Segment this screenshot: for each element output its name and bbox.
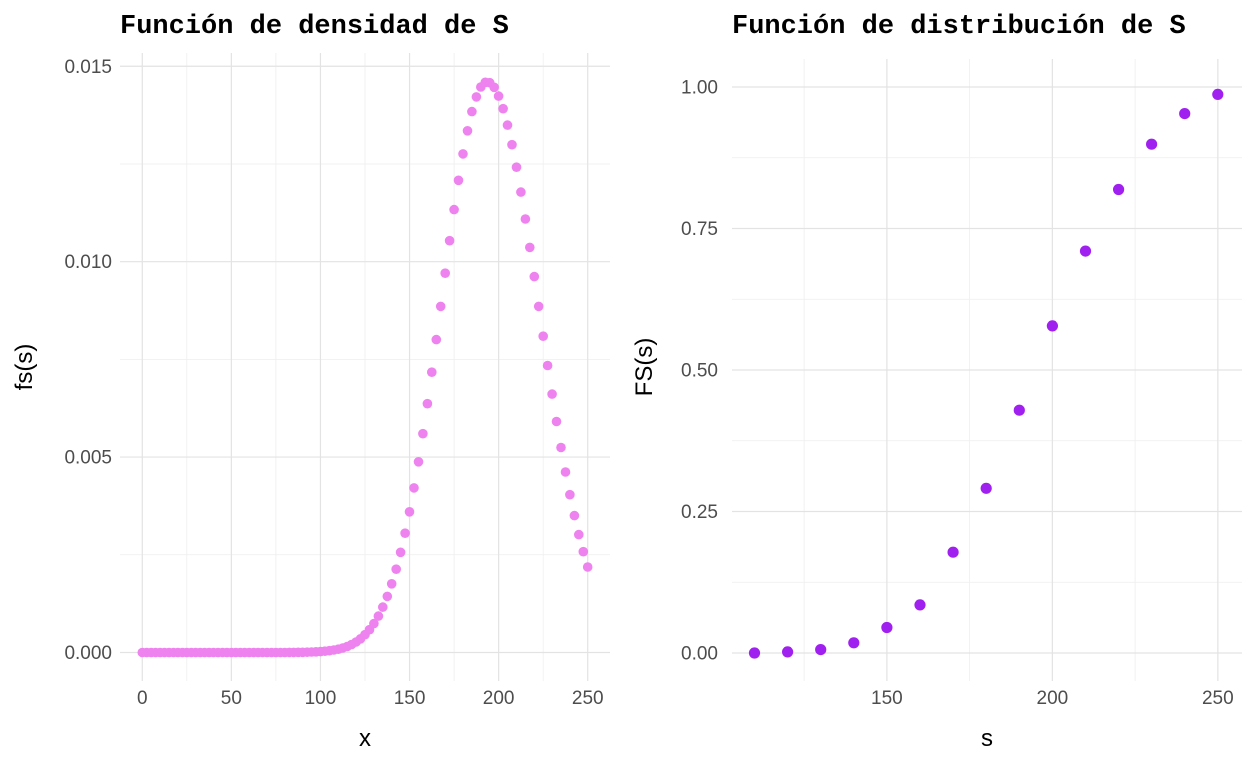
- data-point: [547, 389, 557, 399]
- data-point: [404, 507, 415, 517]
- y-axis-tick-label: 0.25: [681, 502, 718, 523]
- data-point: [462, 126, 473, 136]
- data-point: [467, 106, 477, 117]
- data-point: [382, 591, 393, 602]
- data-point: [458, 149, 468, 159]
- distribution-chart-title: Función de distribución de S: [732, 12, 1186, 42]
- data-point: [782, 646, 794, 658]
- distribution-chart-panel: 150 200 250 0.00 0.25 0.50 0.75 1.00: [681, 59, 1242, 709]
- data-point: [453, 175, 464, 186]
- data-point: [556, 442, 566, 453]
- data-point: [386, 579, 397, 589]
- data-point: [378, 602, 388, 612]
- x-axis-tick-label: 0: [137, 688, 148, 709]
- data-point: [525, 242, 535, 253]
- data-point: [511, 162, 522, 172]
- data-point: [413, 457, 424, 467]
- y-axis-tick-label: 0.50: [681, 361, 718, 382]
- distribution-x-axis-title: s: [981, 725, 993, 752]
- data-point: [1113, 183, 1125, 196]
- x-axis-tick-label: 200: [483, 688, 515, 709]
- data-point: [444, 235, 455, 246]
- data-point: [400, 528, 410, 538]
- data-point: [498, 103, 508, 114]
- x-axis-tick-label: 50: [221, 688, 242, 709]
- data-point: [748, 647, 761, 659]
- data-point: [848, 637, 860, 649]
- data-point: [493, 91, 504, 101]
- data-point: [551, 416, 562, 427]
- y-axis-tick-label: 0.000: [64, 643, 112, 664]
- data-point: [582, 562, 593, 572]
- data-point: [538, 331, 548, 342]
- data-point: [1013, 404, 1025, 416]
- data-point: [1179, 108, 1191, 120]
- distribution-y-axis-title: FS(s): [631, 338, 658, 397]
- density-y-axis-title: fs(s): [11, 344, 38, 391]
- data-point: [529, 271, 540, 282]
- density-chart-panel: 0 50 100 150 200 250 0.000 0.005 0.010 0.015: [64, 53, 610, 709]
- data-point: [881, 621, 893, 634]
- data-point: [947, 546, 959, 558]
- density-chart-title: Función de densidad de S: [120, 12, 509, 42]
- data-point: [516, 187, 526, 197]
- distribution-chart: 150 200 250 0.00 0.25 0.50 0.75 1.00 Función de…: [631, 12, 1242, 752]
- x-axis-tick-label: 200: [1037, 688, 1069, 709]
- density-chart: 0 50 100 150 200 250 0.000 0.005 0.010 0.015 Func…: [11, 12, 610, 752]
- y-axis-tick-label: 0.015: [64, 57, 112, 78]
- x-axis-tick-label: 150: [394, 688, 426, 709]
- data-point: [980, 482, 992, 494]
- data-point: [542, 360, 553, 371]
- y-axis-tick-label: 0.00: [681, 643, 718, 664]
- data-point: [1212, 88, 1224, 100]
- x-axis-tick-label: 100: [305, 688, 337, 709]
- data-point: [560, 467, 571, 477]
- x-axis-tick-label: 250: [572, 688, 604, 709]
- data-point: [914, 599, 926, 611]
- x-axis-tick-label: 150: [871, 688, 903, 709]
- y-axis-tick-label: 0.010: [64, 252, 112, 273]
- data-point: [815, 644, 827, 656]
- y-axis-tick-label: 0.005: [64, 448, 112, 469]
- data-point: [422, 398, 433, 409]
- data-point: [435, 301, 446, 312]
- data-point: [489, 82, 500, 93]
- data-point: [449, 204, 459, 215]
- data-point: [373, 611, 384, 621]
- data-point: [502, 120, 513, 130]
- data-point: [520, 214, 531, 224]
- data-point: [471, 92, 482, 102]
- data-point: [391, 564, 402, 574]
- data-point: [440, 268, 451, 279]
- data-point: [369, 618, 379, 629]
- data-point: [427, 367, 437, 378]
- data-point: [533, 301, 544, 312]
- data-point: [1046, 320, 1058, 332]
- y-axis-tick-label: 1.00: [681, 78, 718, 99]
- data-point: [1079, 245, 1092, 257]
- data-point: [507, 139, 517, 150]
- data-point: [418, 428, 428, 439]
- data-point: [431, 334, 442, 345]
- data-point: [569, 510, 580, 521]
- data-point: [1146, 138, 1158, 150]
- data-point: [565, 489, 575, 500]
- data-point: [409, 483, 419, 493]
- density-x-axis-title: x: [359, 725, 371, 752]
- y-axis-tick-label: 0.75: [681, 219, 718, 240]
- data-point: [578, 546, 589, 557]
- x-axis-tick-label: 250: [1202, 688, 1234, 709]
- data-point: [574, 529, 584, 540]
- data-point: [395, 547, 406, 558]
